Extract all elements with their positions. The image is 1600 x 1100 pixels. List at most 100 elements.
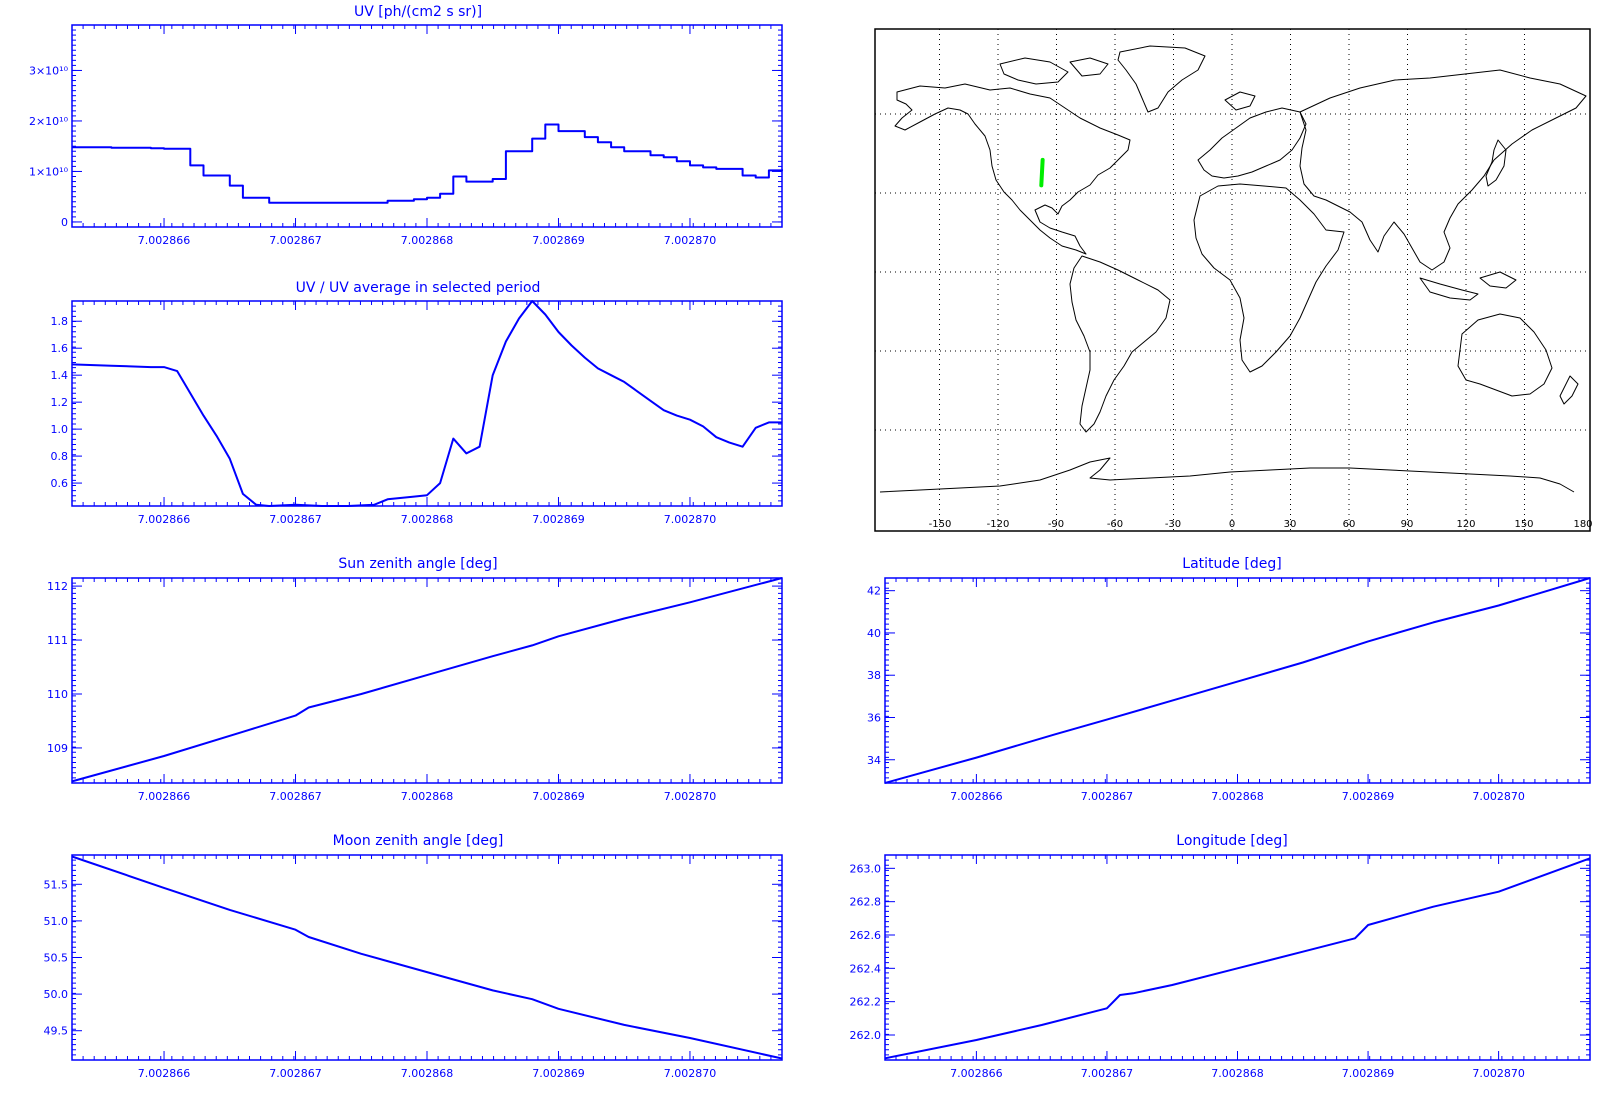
uv-ratio-panel: UV / UV average in selected period 7.002…: [51, 280, 783, 526]
coast-greenland: [1117, 45, 1206, 113]
moon-zenith-title: Moon zenith angle [deg]: [333, 833, 504, 849]
latitude-x-tick-label: 7.002867: [1081, 790, 1134, 803]
coast-arctic-islands: [999, 57, 1109, 85]
lon-label: -120: [987, 519, 1010, 530]
uv-ratio-y-tick-label: 0.8: [51, 450, 69, 463]
longitude-x-tick-label: 7.002869: [1342, 1067, 1395, 1080]
lon-label: -90: [1048, 519, 1064, 530]
uv-ratio-y-tick-label: 1.6: [51, 342, 69, 355]
longitude-y-tick-label: 262.4: [850, 962, 882, 975]
uv-x-tick-label: 7.002870: [664, 234, 717, 247]
uv-ratio-y-tick-label: 1.2: [51, 396, 69, 409]
lon-label: -30: [1165, 519, 1181, 530]
latitude-x-tick-label: 7.002869: [1342, 790, 1395, 803]
lon-label: 60: [1343, 519, 1356, 530]
moon-zenith-y-tick-label: 51.0: [44, 915, 69, 928]
sun-zenith-y-tick-label: 110: [47, 688, 68, 701]
coast-australia: [1457, 313, 1553, 397]
uv-ratio-x-tick-label: 7.002867: [269, 513, 322, 526]
uv-ratio-x-tick-label: 7.002870: [664, 513, 717, 526]
lon-label: 90: [1401, 519, 1414, 530]
coast-north-america: [894, 83, 1131, 255]
latitude-plot: 7.002866 7.002867 7.002868 7.002869 7.002870…: [867, 577, 1591, 803]
map-grid: [875, 29, 1590, 531]
uv-ratio-y-tick-label: 1.0: [51, 423, 69, 436]
map-longitude-labels: -150 -120 -90 -60 -30 0 30 60 90 120 150…: [929, 519, 1593, 530]
coast-south-america: [1069, 255, 1171, 433]
longitude-y-tick-label: 262.0: [850, 1029, 882, 1042]
moon-zenith-y-tick-label: 50.5: [44, 952, 69, 965]
longitude-x-tick-label: 7.002867: [1081, 1067, 1134, 1080]
uv-y-tick-label: 2×10¹⁰: [29, 115, 69, 128]
longitude-y-tick-label: 262.2: [850, 996, 882, 1009]
moon-zenith-y-tick-label: 51.5: [44, 878, 69, 891]
uv-x-tick-label: 7.002867: [269, 234, 322, 247]
longitude-x-tick-label: 7.002870: [1472, 1067, 1525, 1080]
uv-title: UV [ph/(cm2 s sr)]: [354, 4, 482, 20]
uv-x-tick-label: 7.002866: [138, 234, 191, 247]
latitude-y-tick-label: 40: [867, 627, 881, 640]
uv-ratio-x-tick-label: 7.002869: [532, 513, 585, 526]
uv-series-line: [72, 123, 783, 204]
lon-label: 120: [1456, 519, 1475, 530]
uv-plot: 7.002866 7.002867 7.002868 7.002869 7.002870…: [29, 24, 783, 247]
sun-zenith-y-tick-label: 109: [47, 742, 68, 755]
longitude-plot: 7.002866 7.002867 7.002868 7.002869 7.002870…: [850, 854, 1591, 1080]
longitude-y-tick-label: 262.6: [850, 929, 882, 942]
uv-y-tick-label: 3×10¹⁰: [29, 64, 69, 77]
longitude-y-tick-label: 263.0: [850, 862, 882, 875]
uv-ratio-plot-frame: [71, 300, 783, 507]
lon-label: 150: [1514, 519, 1533, 530]
latitude-y-tick-label: 34: [867, 754, 881, 767]
longitude-title: Longitude [deg]: [1176, 833, 1287, 849]
moon-zenith-x-tick-label: 7.002867: [269, 1067, 322, 1080]
sun-zenith-x-tick-label: 7.002869: [532, 790, 585, 803]
sun-zenith-y-tick-label: 111: [47, 634, 68, 647]
lon-label: -150: [929, 519, 952, 530]
lon-label: 180: [1573, 519, 1592, 530]
latitude-series-line: [884, 577, 1591, 784]
uv-ratio-plot: 7.002866 7.002867 7.002868 7.002869 7.002870…: [51, 300, 783, 526]
latitude-panel: Latitude [deg] 7.002866 7.002867 7.002868 7…: [867, 556, 1591, 803]
latitude-y-tick-label: 42: [867, 585, 881, 598]
latitude-title: Latitude [deg]: [1182, 556, 1281, 572]
uv-ratio-y-tick-label: 1.4: [51, 369, 69, 382]
longitude-panel: Longitude [deg] 7.002866 7.002867 7.002868…: [850, 833, 1591, 1080]
sun-zenith-title: Sun zenith angle [deg]: [338, 556, 497, 572]
world-map: -150 -120 -90 -60 -30 0 30 60 90 120 150…: [874, 28, 1593, 532]
sun-zenith-x-tick-label: 7.002866: [138, 790, 191, 803]
sun-zenith-panel: Sun zenith angle [deg] 7.002866 7.002867 7…: [47, 556, 783, 803]
uv-x-tick-label: 7.002869: [532, 234, 585, 247]
moon-zenith-series-line: [71, 855, 783, 1060]
uv-panel: UV [ph/(cm2 s sr)] 7.002866 7.002867 7.002…: [29, 4, 783, 247]
uv-ratio-series-line: [71, 300, 782, 507]
coast-japan: [1485, 139, 1507, 187]
uv-y-tick-label: 1×10¹⁰: [29, 165, 69, 178]
coast-indonesia: [1419, 271, 1517, 301]
lon-label: 30: [1284, 519, 1297, 530]
lon-label: -60: [1107, 519, 1123, 530]
moon-zenith-plot-frame: [71, 854, 783, 1061]
coast-europe: [1197, 91, 1307, 179]
uv-ratio-y-tick-label: 1.8: [51, 315, 69, 328]
coast-asia: [1299, 69, 1587, 271]
moon-zenith-y-tick-label: 49.5: [44, 1025, 69, 1038]
coast-africa: [1193, 183, 1345, 373]
latitude-x-tick-label: 7.002866: [950, 790, 1003, 803]
moon-zenith-x-tick-label: 7.002868: [401, 1067, 454, 1080]
latitude-x-tick-label: 7.002870: [1472, 790, 1525, 803]
sun-zenith-y-tick-label: 112: [47, 580, 68, 593]
longitude-series-line: [884, 857, 1591, 1060]
sun-zenith-x-tick-label: 7.002867: [269, 790, 322, 803]
moon-zenith-x-tick-label: 7.002870: [664, 1067, 717, 1080]
latitude-y-tick-label: 36: [867, 711, 881, 724]
coastlines: [879, 45, 1587, 493]
uv-ratio-title: UV / UV average in selected period: [296, 280, 541, 296]
sun-zenith-series-line: [71, 577, 783, 783]
moon-zenith-plot: 7.002866 7.002867 7.002868 7.002869 7.002870…: [44, 854, 783, 1080]
moon-zenith-x-tick-label: 7.002869: [532, 1067, 585, 1080]
satellite-track: [1039, 157, 1045, 188]
moon-zenith-x-tick-label: 7.002866: [138, 1067, 191, 1080]
uv-ratio-x-tick-label: 7.002866: [138, 513, 191, 526]
